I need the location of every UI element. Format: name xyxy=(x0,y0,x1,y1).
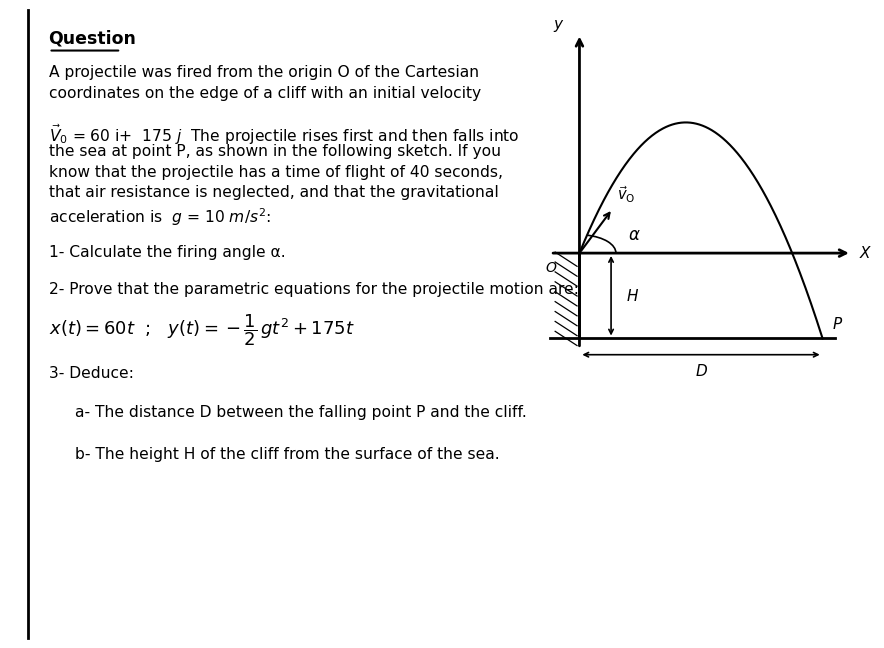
Text: Question: Question xyxy=(49,29,136,47)
Text: $y$: $y$ xyxy=(553,17,565,34)
Text: the sea at point P, as shown in the following sketch. If you: the sea at point P, as shown in the foll… xyxy=(49,144,500,159)
Text: $\alpha$: $\alpha$ xyxy=(628,226,641,244)
Text: acceleration is  $g$ = 10 $m/s^2$:: acceleration is $g$ = 10 $m/s^2$: xyxy=(49,206,271,227)
Text: 1- Calculate the firing angle α.: 1- Calculate the firing angle α. xyxy=(49,245,286,260)
Text: a- The distance D between the falling point P and the cliff.: a- The distance D between the falling po… xyxy=(75,405,527,420)
Text: that air resistance is neglected, and that the gravitational: that air resistance is neglected, and th… xyxy=(49,185,499,200)
Text: coordinates on the edge of a cliff with an initial velocity: coordinates on the edge of a cliff with … xyxy=(49,86,481,100)
Text: $\vec{V}_0$ = 60 i+  175 $j$  The projectile rises first and then falls into: $\vec{V}_0$ = 60 i+ 175 $j$ The projecti… xyxy=(49,123,519,147)
Text: $\vec{v}_{\rm O}$: $\vec{v}_{\rm O}$ xyxy=(617,184,636,205)
Text: $X$: $X$ xyxy=(859,245,873,261)
Text: $D$: $D$ xyxy=(695,363,707,379)
Text: $H$: $H$ xyxy=(626,288,639,304)
Text: b- The height H of the cliff from the surface of the sea.: b- The height H of the cliff from the su… xyxy=(75,447,499,462)
Text: $P$: $P$ xyxy=(833,316,843,332)
Text: $x(t)=60t$  ;   $y(t)=-\dfrac{1}{2}\,gt^2+175t$: $x(t)=60t$ ; $y(t)=-\dfrac{1}{2}\,gt^2+1… xyxy=(49,312,354,348)
Text: A projectile was fired from the origin O of the Cartesian: A projectile was fired from the origin O… xyxy=(49,65,479,80)
Text: know that the projectile has a time of flight of 40 seconds,: know that the projectile has a time of f… xyxy=(49,165,503,179)
Text: $O$: $O$ xyxy=(545,261,558,275)
Text: 2- Prove that the parametric equations for the projectile motion are:: 2- Prove that the parametric equations f… xyxy=(49,282,578,297)
Text: 3- Deduce:: 3- Deduce: xyxy=(49,366,133,381)
